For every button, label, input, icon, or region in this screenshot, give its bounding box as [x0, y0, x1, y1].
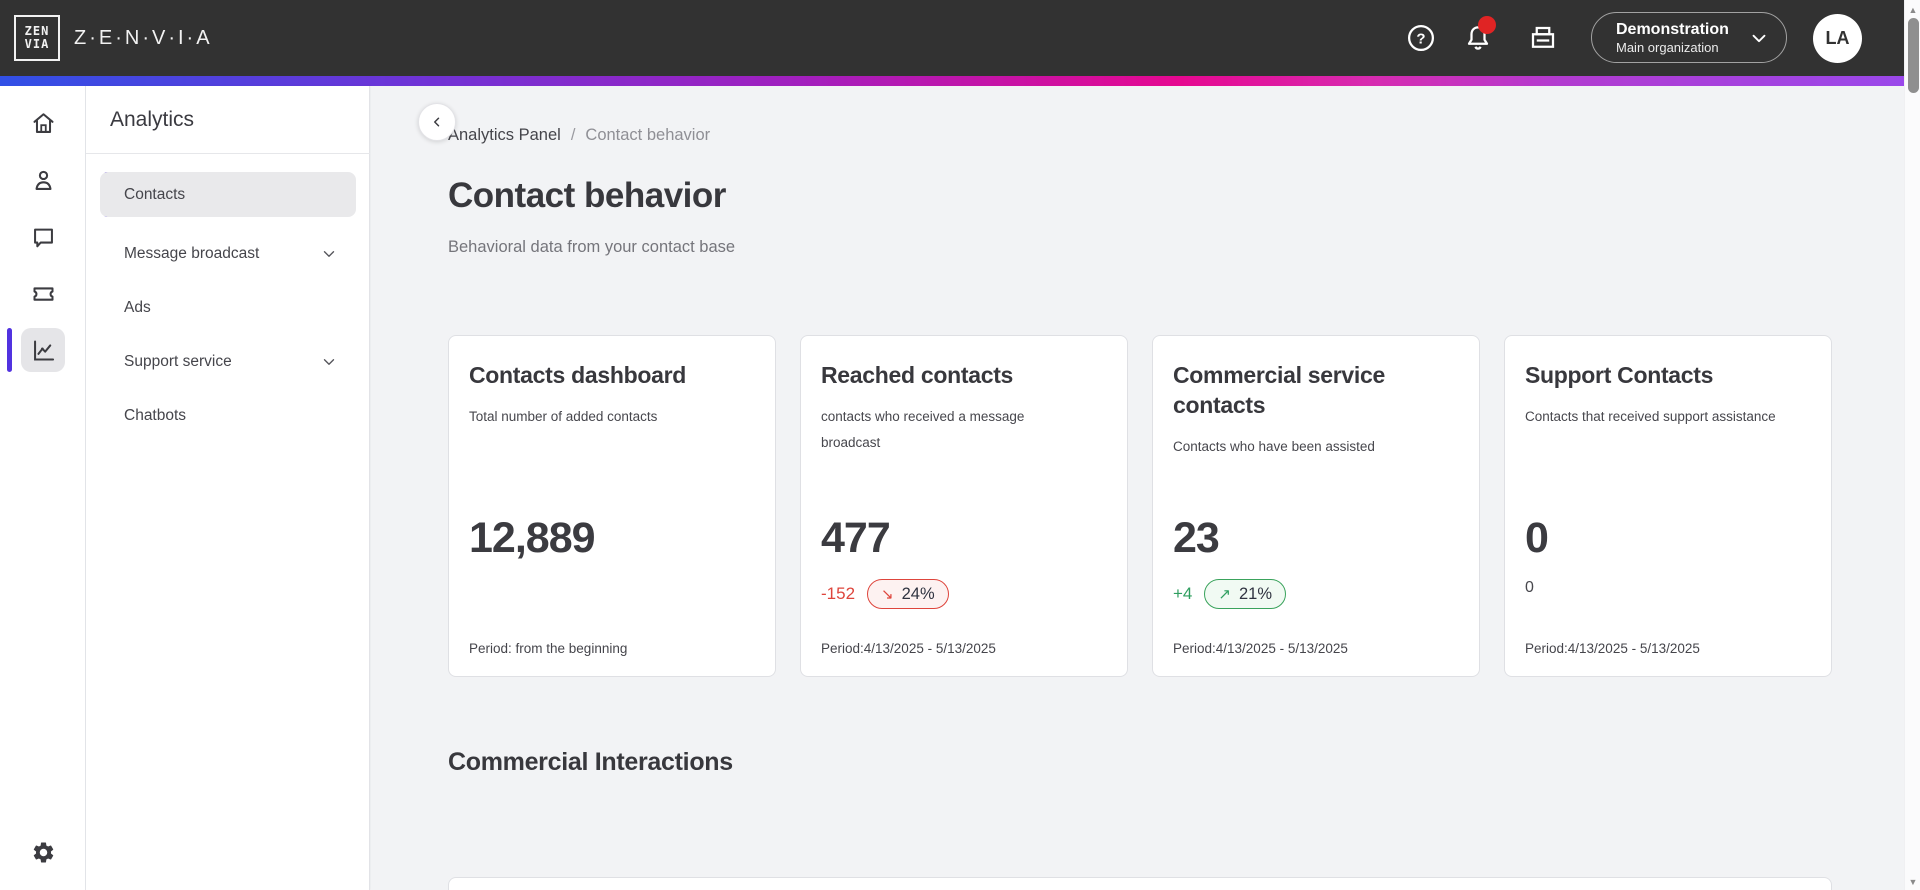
rail-active-indicator [7, 328, 12, 372]
ticket-icon [32, 286, 54, 301]
section-heading-commercial-interactions: Commercial Interactions [448, 748, 733, 776]
sidebar-item-label: Contacts [124, 185, 186, 203]
top-header: ZEN VIA Z·E·N·V·I·A ? [0, 0, 1904, 76]
card-description: Contacts who have been assisted [1173, 439, 1375, 454]
organization-sub: Main organization [1616, 39, 1719, 55]
chevron-left-icon [434, 117, 440, 127]
sidebar-item-label: Message broadcast [124, 244, 260, 262]
gear-icon [33, 842, 53, 862]
sidebar-collapse-button[interactable] [418, 103, 456, 141]
sidebar-item-ads[interactable]: Ads [100, 285, 356, 330]
card-contacts-dashboard: Contacts dashboard Total number of added… [448, 335, 776, 677]
printer-icon [1531, 26, 1555, 48]
brand[interactable]: ZEN VIA Z·E·N·V·I·A [0, 15, 213, 61]
zenvia-logo-icon: ZEN VIA [14, 15, 60, 61]
sidebar-title: Analytics [110, 108, 195, 131]
rail-item-conversations[interactable] [21, 215, 65, 259]
card-title: Support Contacts [1525, 362, 1714, 388]
breadcrumb-separator: / [570, 126, 576, 144]
chevron-down-icon [323, 358, 335, 365]
page-scrollbar[interactable]: ▲ ▼ [1904, 0, 1920, 890]
main-content: Analytics Panel / Contact behavior Conta… [371, 86, 1904, 890]
page-title: Contact behavior [448, 176, 726, 215]
card-title: Contacts dashboard [469, 362, 686, 388]
analytics-sidebar: Analytics Contacts Message broadcast Ads… [86, 86, 456, 890]
rail-item-contacts[interactable] [21, 158, 65, 202]
scrollbar-thumb[interactable] [1907, 18, 1919, 93]
sidebar-item-support-service[interactable]: Support service [100, 339, 356, 384]
rail-item-settings[interactable] [21, 830, 65, 874]
page-subtitle: Behavioral data from your contact base [448, 238, 736, 256]
chat-bubble-icon [33, 228, 53, 247]
rail-item-analytics[interactable] [21, 328, 65, 372]
card-description: Contacts that received support assistanc… [1525, 409, 1776, 424]
chevron-down-icon [323, 250, 335, 257]
card-value: 477 [821, 514, 891, 562]
chevron-down-icon [1752, 34, 1766, 42]
card-value: 23 [1173, 514, 1220, 562]
card-value: 12,889 [469, 514, 596, 562]
brand-wordmark: Z·E·N·V·I·A [74, 26, 213, 49]
sidebar-item-label: Support service [124, 352, 232, 370]
sidebar-item-label: Chatbots [124, 406, 187, 424]
breadcrumb-current: Contact behavior [585, 126, 711, 144]
sidebar-item-chatbots[interactable]: Chatbots [100, 393, 356, 438]
trend-percent: 21% [1238, 584, 1272, 603]
breadcrumb-analytics-panel[interactable]: Analytics Panel [448, 126, 561, 144]
card-description: Total number of added contacts [469, 409, 658, 424]
card-period: Period:4/13/2025 - 5/13/2025 [1173, 641, 1348, 656]
card-period: Period:4/13/2025 - 5/13/2025 [821, 641, 996, 656]
trend-down-icon: ↘ [881, 586, 894, 603]
organization-name: Demonstration [1616, 20, 1729, 38]
rail-item-home[interactable] [21, 101, 65, 145]
logo-text-bottom: VIA [24, 37, 50, 51]
trend-percent: 24% [901, 584, 935, 603]
rail-item-tickets[interactable] [21, 271, 65, 315]
help-icon: ? [1408, 25, 1434, 51]
delta-value: +4 [1173, 584, 1193, 603]
brand-gradient-bar [0, 76, 1904, 86]
logo-text-top: ZEN [24, 24, 50, 38]
user-avatar[interactable]: LA [1813, 14, 1862, 63]
card-title: Commercial service contacts [1173, 362, 1385, 418]
kpi-cards-row: Contacts dashboard Total number of added… [448, 335, 1832, 677]
card-period: Period:4/13/2025 - 5/13/2025 [1525, 641, 1700, 656]
card-delta-row: 0 [1525, 579, 1534, 597]
person-icon [35, 170, 51, 190]
notification-badge-dot [1478, 16, 1496, 34]
scrollbar-down-arrow[interactable]: ▼ [1908, 877, 1918, 887]
home-icon [32, 112, 54, 133]
breadcrumb: Analytics Panel / Contact behavior [448, 126, 710, 145]
print-button[interactable] [1523, 18, 1563, 58]
card-support-contacts: Support Contacts Contacts that received … [1504, 335, 1832, 677]
delta-value: 0 [1525, 579, 1534, 596]
line-chart-icon [33, 339, 54, 361]
trend-up-icon: ↗ [1218, 586, 1231, 603]
sidebar-item-message-broadcast[interactable]: Message broadcast [100, 231, 356, 276]
card-delta-row: -152 ↘ 24% [821, 579, 949, 609]
card-delta-row: +4 ↗ 21% [1173, 579, 1286, 609]
card-title: Reached contacts [821, 362, 1014, 388]
card-period: Period: from the beginning [469, 641, 628, 656]
icon-rail [0, 86, 86, 890]
svg-text:?: ? [1416, 30, 1425, 47]
scrollbar-up-arrow[interactable]: ▲ [1908, 5, 1918, 15]
sidebar-item-label: Ads [124, 298, 151, 316]
card-reached-contacts: Reached contacts contacts who received a… [800, 335, 1128, 677]
organization-selector[interactable]: Demonstration Main organization [1591, 12, 1787, 63]
trend-badge: ↗ 21% [1204, 579, 1286, 609]
notifications-button[interactable] [1458, 16, 1498, 58]
card-description: contacts who received a message broadcas… [821, 409, 1025, 450]
delta-value: -152 [821, 584, 856, 603]
card-commercial-service-contacts: Commercial service contacts Contacts who… [1152, 335, 1480, 677]
card-value: 0 [1525, 514, 1549, 562]
trend-badge: ↘ 24% [867, 579, 949, 609]
commercial-interactions-card-top [448, 877, 1832, 890]
help-button[interactable]: ? [1401, 18, 1441, 58]
sidebar-divider [86, 153, 370, 154]
sidebar-item-contacts[interactable]: Contacts [100, 172, 356, 217]
